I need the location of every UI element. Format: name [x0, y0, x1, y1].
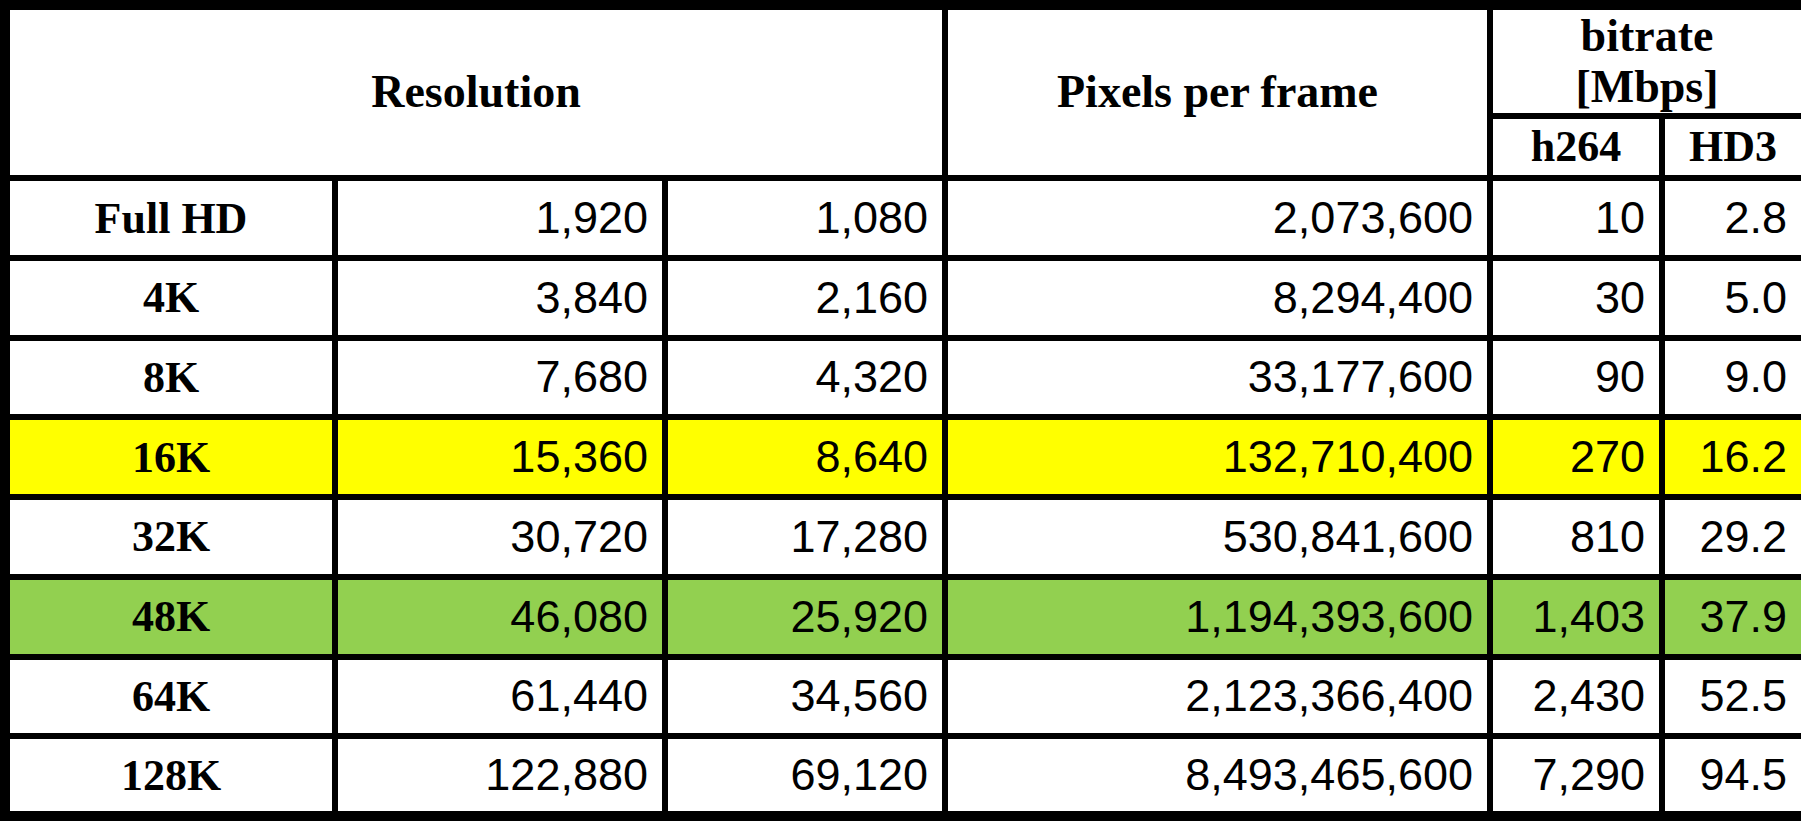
hd3-bitrate-cell: 5.0 — [1662, 258, 1801, 338]
resolution-name-cell: 128K — [5, 736, 335, 816]
h264-bitrate-cell: 7,290 — [1490, 736, 1662, 816]
resolution-name-cell: 4K — [5, 258, 335, 338]
table-body: Full HD 1,920 1,080 2,073,600 10 2.8 4K … — [5, 178, 1801, 816]
resolution-bitrate-table: Resolution Pixels per frame bitrate [Mbp… — [0, 0, 1801, 821]
table-row: Full HD 1,920 1,080 2,073,600 10 2.8 — [5, 178, 1801, 258]
width-pixels-cell: 61,440 — [335, 657, 665, 737]
h264-bitrate-cell: 90 — [1490, 338, 1662, 418]
table-row: 16K 15,360 8,640 132,710,400 270 16.2 — [5, 417, 1801, 497]
table-row: 32K 30,720 17,280 530,841,600 810 29.2 — [5, 497, 1801, 577]
pixels-per-frame-cell: 33,177,600 — [945, 338, 1490, 418]
height-pixels-cell: 1,080 — [665, 178, 945, 258]
hd3-bitrate-cell: 16.2 — [1662, 417, 1801, 497]
height-pixels-cell: 25,920 — [665, 577, 945, 657]
table-row: 48K 46,080 25,920 1,194,393,600 1,403 37… — [5, 577, 1801, 657]
height-pixels-cell: 8,640 — [665, 417, 945, 497]
bitrate-header-line1: bitrate — [1494, 11, 1800, 62]
pixels-per-frame-header: Pixels per frame — [945, 5, 1490, 178]
resolution-name-cell: 8K — [5, 338, 335, 418]
h264-bitrate-cell: 10 — [1490, 178, 1662, 258]
hd3-bitrate-cell: 2.8 — [1662, 178, 1801, 258]
resolution-name-cell: 32K — [5, 497, 335, 577]
table-row: 4K 3,840 2,160 8,294,400 30 5.0 — [5, 258, 1801, 338]
hd3-bitrate-cell: 37.9 — [1662, 577, 1801, 657]
height-pixels-cell: 34,560 — [665, 657, 945, 737]
width-pixels-cell: 46,080 — [335, 577, 665, 657]
resolution-name-cell: 64K — [5, 657, 335, 737]
hd3-column-header: HD3 — [1662, 116, 1801, 178]
bitrate-header: bitrate [Mbps] — [1490, 5, 1801, 116]
pixels-per-frame-cell: 2,073,600 — [945, 178, 1490, 258]
height-pixels-cell: 69,120 — [665, 736, 945, 816]
width-pixels-cell: 1,920 — [335, 178, 665, 258]
header-row-1: Resolution Pixels per frame bitrate [Mbp… — [5, 5, 1801, 116]
pixels-per-frame-cell: 132,710,400 — [945, 417, 1490, 497]
width-pixels-cell: 15,360 — [335, 417, 665, 497]
hd3-bitrate-cell: 9.0 — [1662, 338, 1801, 418]
pixels-per-frame-cell: 530,841,600 — [945, 497, 1490, 577]
height-pixels-cell: 4,320 — [665, 338, 945, 418]
resolution-name-cell: 48K — [5, 577, 335, 657]
pixels-per-frame-cell: 1,194,393,600 — [945, 577, 1490, 657]
height-pixels-cell: 2,160 — [665, 258, 945, 338]
hd3-bitrate-cell: 94.5 — [1662, 736, 1801, 816]
width-pixels-cell: 3,840 — [335, 258, 665, 338]
height-pixels-cell: 17,280 — [665, 497, 945, 577]
bitrate-header-line2: [Mbps] — [1494, 62, 1800, 113]
h264-bitrate-cell: 2,430 — [1490, 657, 1662, 737]
table-row: 128K 122,880 69,120 8,493,465,600 7,290 … — [5, 736, 1801, 816]
h264-bitrate-cell: 1,403 — [1490, 577, 1662, 657]
table-row: 64K 61,440 34,560 2,123,366,400 2,430 52… — [5, 657, 1801, 737]
resolution-header: Resolution — [5, 5, 945, 178]
h264-bitrate-cell: 30 — [1490, 258, 1662, 338]
hd3-bitrate-cell: 52.5 — [1662, 657, 1801, 737]
table-row: 8K 7,680 4,320 33,177,600 90 9.0 — [5, 338, 1801, 418]
width-pixels-cell: 30,720 — [335, 497, 665, 577]
h264-bitrate-cell: 810 — [1490, 497, 1662, 577]
resolution-name-cell: Full HD — [5, 178, 335, 258]
hd3-bitrate-cell: 29.2 — [1662, 497, 1801, 577]
width-pixels-cell: 122,880 — [335, 736, 665, 816]
pixels-per-frame-cell: 8,493,465,600 — [945, 736, 1490, 816]
width-pixels-cell: 7,680 — [335, 338, 665, 418]
pixels-per-frame-cell: 2,123,366,400 — [945, 657, 1490, 737]
pixels-per-frame-cell: 8,294,400 — [945, 258, 1490, 338]
h264-column-header: h264 — [1490, 116, 1662, 178]
resolution-name-cell: 16K — [5, 417, 335, 497]
h264-bitrate-cell: 270 — [1490, 417, 1662, 497]
